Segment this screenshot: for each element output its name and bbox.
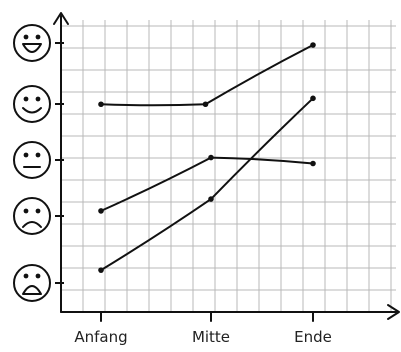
grid (61, 20, 396, 312)
data-point (310, 42, 316, 48)
x-ticks: Anfang Mitte Ende (74, 311, 332, 346)
series-1 (98, 42, 316, 108)
x-tick-label: Mitte (192, 328, 230, 346)
y-tick-faces (13, 24, 64, 302)
x-tick-label: Ende (294, 328, 332, 346)
laughing-face-icon (13, 24, 64, 62)
data-point (208, 154, 214, 161)
sad-face-icon (13, 197, 64, 235)
series-2 (98, 154, 316, 214)
data-point (310, 95, 316, 102)
data-point (98, 101, 104, 108)
data-point (202, 101, 209, 108)
data-point (310, 160, 316, 167)
crying-face-icon (13, 264, 64, 302)
neutral-face-icon (13, 141, 64, 179)
y-axis-arrow-icon (53, 12, 69, 25)
smiling-face-icon (13, 85, 64, 123)
data-point (208, 196, 214, 202)
data-point (98, 208, 104, 214)
x-tick-label: Anfang (74, 328, 127, 346)
series-3 (98, 95, 316, 273)
series-lines (98, 42, 316, 273)
data-point (98, 267, 104, 273)
x-axis-arrow-icon (387, 304, 400, 320)
axes (53, 12, 400, 320)
